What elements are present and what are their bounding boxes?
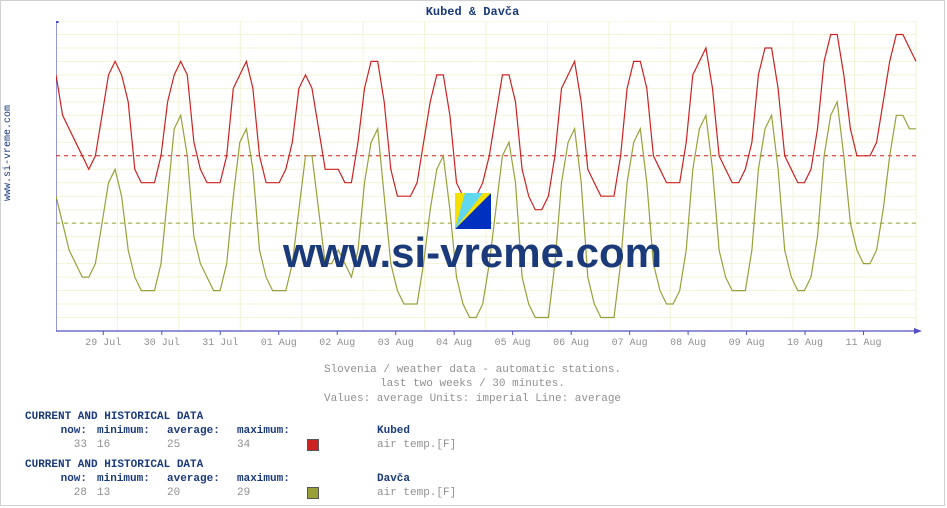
y-axis-url-label: www.si-vreme.com <box>3 105 14 201</box>
col-now: now: <box>27 473 95 485</box>
col-max: maximum: <box>237 425 305 437</box>
watermark-logo <box>455 193 491 233</box>
metric-label: air temp.[F] <box>377 439 464 452</box>
svg-text:30 Jul: 30 Jul <box>144 337 180 349</box>
chart-plot: 203029 Jul30 Jul31 Jul01 Aug02 Aug03 Aug… <box>56 21 926 351</box>
watermark-text: www.si-vreme.com <box>283 229 662 277</box>
data-block-kubed: CURRENT AND HISTORICAL DATA now: minimum… <box>25 411 466 454</box>
data-block-davca: CURRENT AND HISTORICAL DATA now: minimum… <box>25 459 466 502</box>
svg-text:02 Aug: 02 Aug <box>319 338 355 349</box>
caption-line-2: last two weeks / 30 minutes. <box>1 377 944 391</box>
svg-text:03 Aug: 03 Aug <box>378 338 414 349</box>
chart-title: Kubed & Davča <box>1 5 944 19</box>
data-header: CURRENT AND HISTORICAL DATA <box>25 459 466 471</box>
val-min: 13 <box>97 487 165 500</box>
caption-line-3: Values: average Units: imperial Line: av… <box>1 392 944 406</box>
chart-caption: Slovenia / weather data - automatic stat… <box>1 363 944 406</box>
col-max: maximum: <box>237 473 305 485</box>
metric-label: air temp.[F] <box>377 487 464 500</box>
val-now: 28 <box>27 487 95 500</box>
val-max: 29 <box>237 487 305 500</box>
col-avg: average: <box>167 473 235 485</box>
val-now: 33 <box>27 439 95 452</box>
col-now: now: <box>27 425 95 437</box>
svg-text:10 Aug: 10 Aug <box>787 338 823 349</box>
col-avg: average: <box>167 425 235 437</box>
svg-text:04 Aug: 04 Aug <box>436 338 472 349</box>
val-avg: 25 <box>167 439 235 452</box>
chart-container: www.si-vreme.com Kubed & Davča 203029 Ju… <box>0 0 945 506</box>
val-min: 16 <box>97 439 165 452</box>
col-min: minimum: <box>97 473 165 485</box>
station-name: Davča <box>377 473 464 485</box>
svg-text:31 Jul: 31 Jul <box>202 337 238 349</box>
swatch-kubed <box>307 439 319 451</box>
svg-text:11 Aug: 11 Aug <box>846 338 882 349</box>
caption-line-1: Slovenia / weather data - automatic stat… <box>1 363 944 377</box>
svg-text:08 Aug: 08 Aug <box>670 338 706 349</box>
svg-text:09 Aug: 09 Aug <box>729 338 765 349</box>
svg-text:07 Aug: 07 Aug <box>612 338 648 349</box>
svg-text:29 Jul: 29 Jul <box>85 337 121 349</box>
val-avg: 20 <box>167 487 235 500</box>
val-max: 34 <box>237 439 305 452</box>
col-min: minimum: <box>97 425 165 437</box>
svg-text:01 Aug: 01 Aug <box>261 338 297 349</box>
swatch-davca <box>307 487 319 499</box>
svg-text:05 Aug: 05 Aug <box>495 338 531 349</box>
data-header: CURRENT AND HISTORICAL DATA <box>25 411 466 423</box>
svg-text:06 Aug: 06 Aug <box>553 338 589 349</box>
station-name: Kubed <box>377 425 464 437</box>
